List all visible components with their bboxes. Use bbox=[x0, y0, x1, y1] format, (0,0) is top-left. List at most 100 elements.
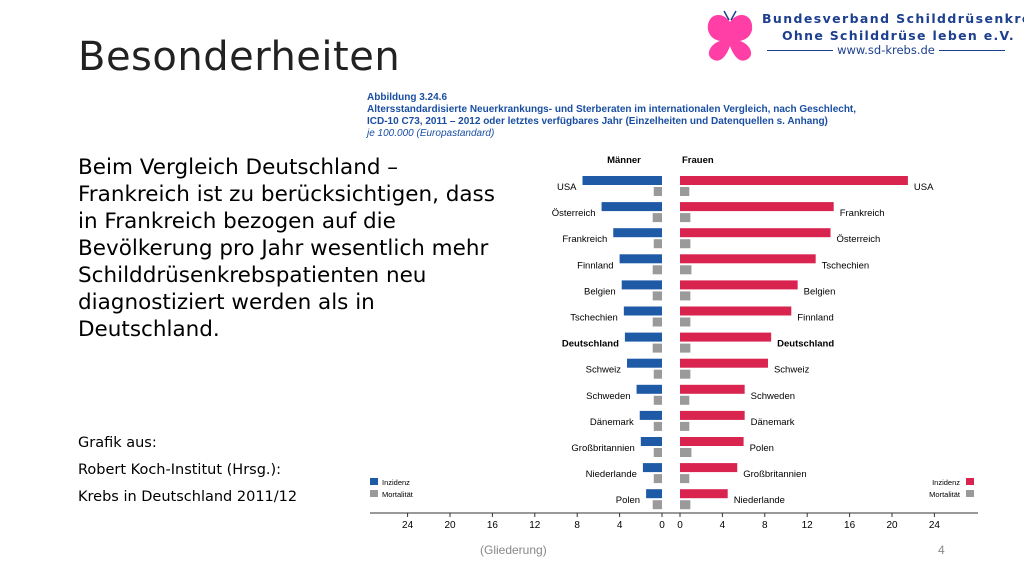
men-incidence-bar-niederlande bbox=[642, 463, 662, 473]
women-incidence-bar-frankreich bbox=[680, 202, 834, 212]
women-mortality-bar-deutschland bbox=[680, 343, 691, 353]
organization-logo[interactable]: Bundesverband Schilddrüsenkrebs Ohne Sch… bbox=[700, 8, 1024, 64]
butterfly-logo-icon bbox=[707, 10, 753, 61]
women-mortality-bar-polen bbox=[680, 448, 692, 457]
men-incidence-bar-tschechien bbox=[623, 306, 662, 316]
men-incidence-bar-deutschland bbox=[624, 332, 662, 342]
women-x-tick-label: 24 bbox=[929, 520, 941, 531]
women-category-label: Deutschland bbox=[777, 339, 834, 350]
men-mortality-bar-schweden bbox=[653, 395, 662, 405]
women-incidence-bar-schweden bbox=[680, 384, 745, 394]
slide-title: Besonderheiten bbox=[78, 34, 401, 80]
men-category-label: Großbritannien bbox=[571, 443, 634, 454]
men-incidence-bar-grossbritannien bbox=[640, 437, 662, 446]
source-line-1: Grafik aus: bbox=[78, 435, 157, 451]
women-header: Frauen bbox=[682, 155, 714, 166]
figure-number: Abbildung 3.24.6 bbox=[367, 92, 448, 103]
logo-line-2: Ohne Schilddrüse leben e.V. bbox=[782, 28, 1015, 43]
men-category-label: USA bbox=[557, 182, 577, 193]
source-note: Grafik aus: Robert Koch-Institut (Hrsg.)… bbox=[78, 435, 297, 516]
men-mortality-bar-polen bbox=[652, 500, 662, 510]
men-category-label: Belgien bbox=[584, 286, 616, 297]
logo-rule-left bbox=[767, 50, 834, 51]
women-category-label: Tschechien bbox=[822, 260, 870, 271]
women-mortality-bar-schweiz bbox=[680, 369, 691, 379]
women-incidence-bar-finnland bbox=[680, 306, 792, 316]
men-mortality-bar-deutschland bbox=[652, 343, 662, 353]
women-mortality-bar-daenemark bbox=[680, 421, 690, 431]
women-mortality-bar-finnland bbox=[680, 317, 691, 327]
men-incidence-bar-usa bbox=[582, 176, 662, 185]
men-legend-incidence-swatch bbox=[370, 478, 378, 485]
men-legend-incidence-label: Inzidenz bbox=[382, 478, 410, 487]
logo-url[interactable]: www.sd-krebs.de bbox=[762, 43, 1010, 57]
women-x-tick-label: 20 bbox=[886, 520, 898, 531]
men-mortality-bar-schweiz bbox=[653, 369, 662, 379]
women-mortality-bar-oesterreich bbox=[680, 239, 691, 249]
women-incidence-bar-usa bbox=[680, 176, 908, 185]
women-incidence-bar-daenemark bbox=[680, 410, 745, 420]
women-incidence-bar-schweiz bbox=[680, 358, 768, 368]
women-incidence-bar-niederlande bbox=[680, 489, 728, 499]
women-category-label: Finnland bbox=[797, 313, 833, 324]
page-number: 4 bbox=[938, 543, 945, 557]
women-incidence-bar-polen bbox=[680, 437, 744, 446]
logo-line-1: Bundesverband Schilddrüsenkrebs bbox=[762, 11, 1024, 26]
women-x-tick-label: 12 bbox=[802, 520, 814, 531]
men-category-label: Finnland bbox=[577, 260, 613, 271]
women-incidence-bar-deutschland bbox=[680, 332, 772, 342]
body-text: Beim Vergleich Deutschland – Frankreich … bbox=[78, 155, 495, 342]
women-mortality-bar-schweden bbox=[680, 395, 690, 405]
men-mortality-bar-usa bbox=[653, 187, 662, 196]
women-mortality-bar-belgien bbox=[680, 291, 691, 301]
men-x-tick-label: 8 bbox=[574, 520, 580, 531]
women-x-tick-label: 8 bbox=[762, 520, 768, 531]
incidence-mortality-chart: Männer Frauen USA Österreich Frankreich Finnl… bbox=[370, 155, 978, 531]
men-mortality-bar-frankreich bbox=[653, 239, 662, 249]
women-category-label: Niederlande bbox=[734, 495, 785, 506]
women-legend-incidence-swatch bbox=[966, 478, 974, 485]
men-mortality-bar-grossbritannien bbox=[653, 448, 662, 457]
logo-rule-right bbox=[938, 50, 1005, 51]
women-category-label: USA bbox=[914, 182, 934, 193]
men-legend-mortality-swatch bbox=[370, 490, 378, 497]
women-category-label: Polen bbox=[750, 443, 774, 454]
women-incidence-bar-tschechien bbox=[680, 254, 816, 264]
men-x-tick-label: 16 bbox=[487, 520, 499, 531]
women-x-tick-label: 0 bbox=[677, 520, 683, 531]
men-mortality-bar-daenemark bbox=[653, 421, 662, 431]
men-mortality-bar-niederlande bbox=[653, 474, 662, 484]
men-mortality-bar-oesterreich bbox=[652, 213, 662, 223]
men-incidence-bar-finnland bbox=[619, 254, 662, 264]
women-x-tick-label: 4 bbox=[720, 520, 726, 531]
women-mortality-bar-grossbritannien bbox=[680, 474, 690, 484]
men-category-label: Tschechien bbox=[570, 313, 618, 324]
women-x-tick-label: 16 bbox=[844, 520, 856, 531]
men-header: Männer bbox=[607, 155, 641, 166]
men-mortality-bar-finnland bbox=[652, 265, 662, 275]
men-category-label: Schweden bbox=[586, 391, 630, 402]
women-category-label: Belgien bbox=[804, 286, 836, 297]
men-x-tick-label: 0 bbox=[659, 520, 665, 531]
women-legend-mortality-label: Mortalität bbox=[929, 490, 961, 499]
figure-title: Altersstandardisierte Neuerkrankungs- un… bbox=[367, 104, 857, 127]
men-mortality-bar-tschechien bbox=[652, 317, 662, 327]
women-legend-mortality-swatch bbox=[966, 490, 974, 497]
men-incidence-bar-frankreich bbox=[613, 228, 662, 238]
logo-url-text: www.sd-krebs.de bbox=[837, 43, 935, 57]
men-incidence-bar-polen bbox=[646, 489, 662, 499]
men-incidence-bar-oesterreich bbox=[601, 202, 662, 212]
women-mortality-bar-frankreich bbox=[680, 213, 691, 223]
men-x-tick-label: 12 bbox=[529, 520, 541, 531]
men-category-label: Österreich bbox=[552, 208, 596, 219]
men-incidence-bar-daenemark bbox=[639, 410, 662, 420]
women-category-label: Frankreich bbox=[840, 208, 885, 219]
figure-subtitle: je 100.000 (Europastandard) bbox=[367, 128, 495, 139]
women-category-label: Österreich bbox=[837, 234, 881, 245]
men-x-tick-label: 20 bbox=[444, 520, 456, 531]
women-legend-incidence-label: Inzidenz bbox=[932, 478, 960, 487]
footer-outline-link[interactable]: (Gliederung) bbox=[480, 543, 547, 557]
source-line-3: Krebs in Deutschland 2011/12 bbox=[78, 489, 298, 505]
women-incidence-bar-oesterreich bbox=[680, 228, 831, 238]
men-category-label: Frankreich bbox=[562, 234, 607, 245]
